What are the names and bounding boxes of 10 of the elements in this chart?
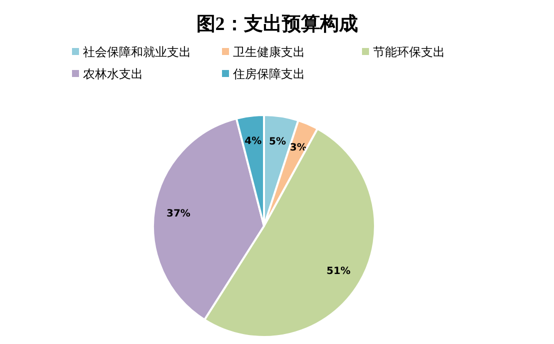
data-label: 51% [326,266,350,278]
legend-label: 社会保障和就业支出 [83,45,191,59]
data-label: 5% [269,136,286,148]
data-label: 4% [244,136,262,148]
legend-label: 节能环保支出 [373,45,445,59]
chart-title: 图2：支出预算构成 [196,13,358,35]
legend-label: 卫生健康支出 [233,45,305,59]
data-label: 37% [166,208,190,220]
legend-label: 农林水支出 [83,67,143,81]
legend-label: 住房保障支出 [232,67,305,81]
